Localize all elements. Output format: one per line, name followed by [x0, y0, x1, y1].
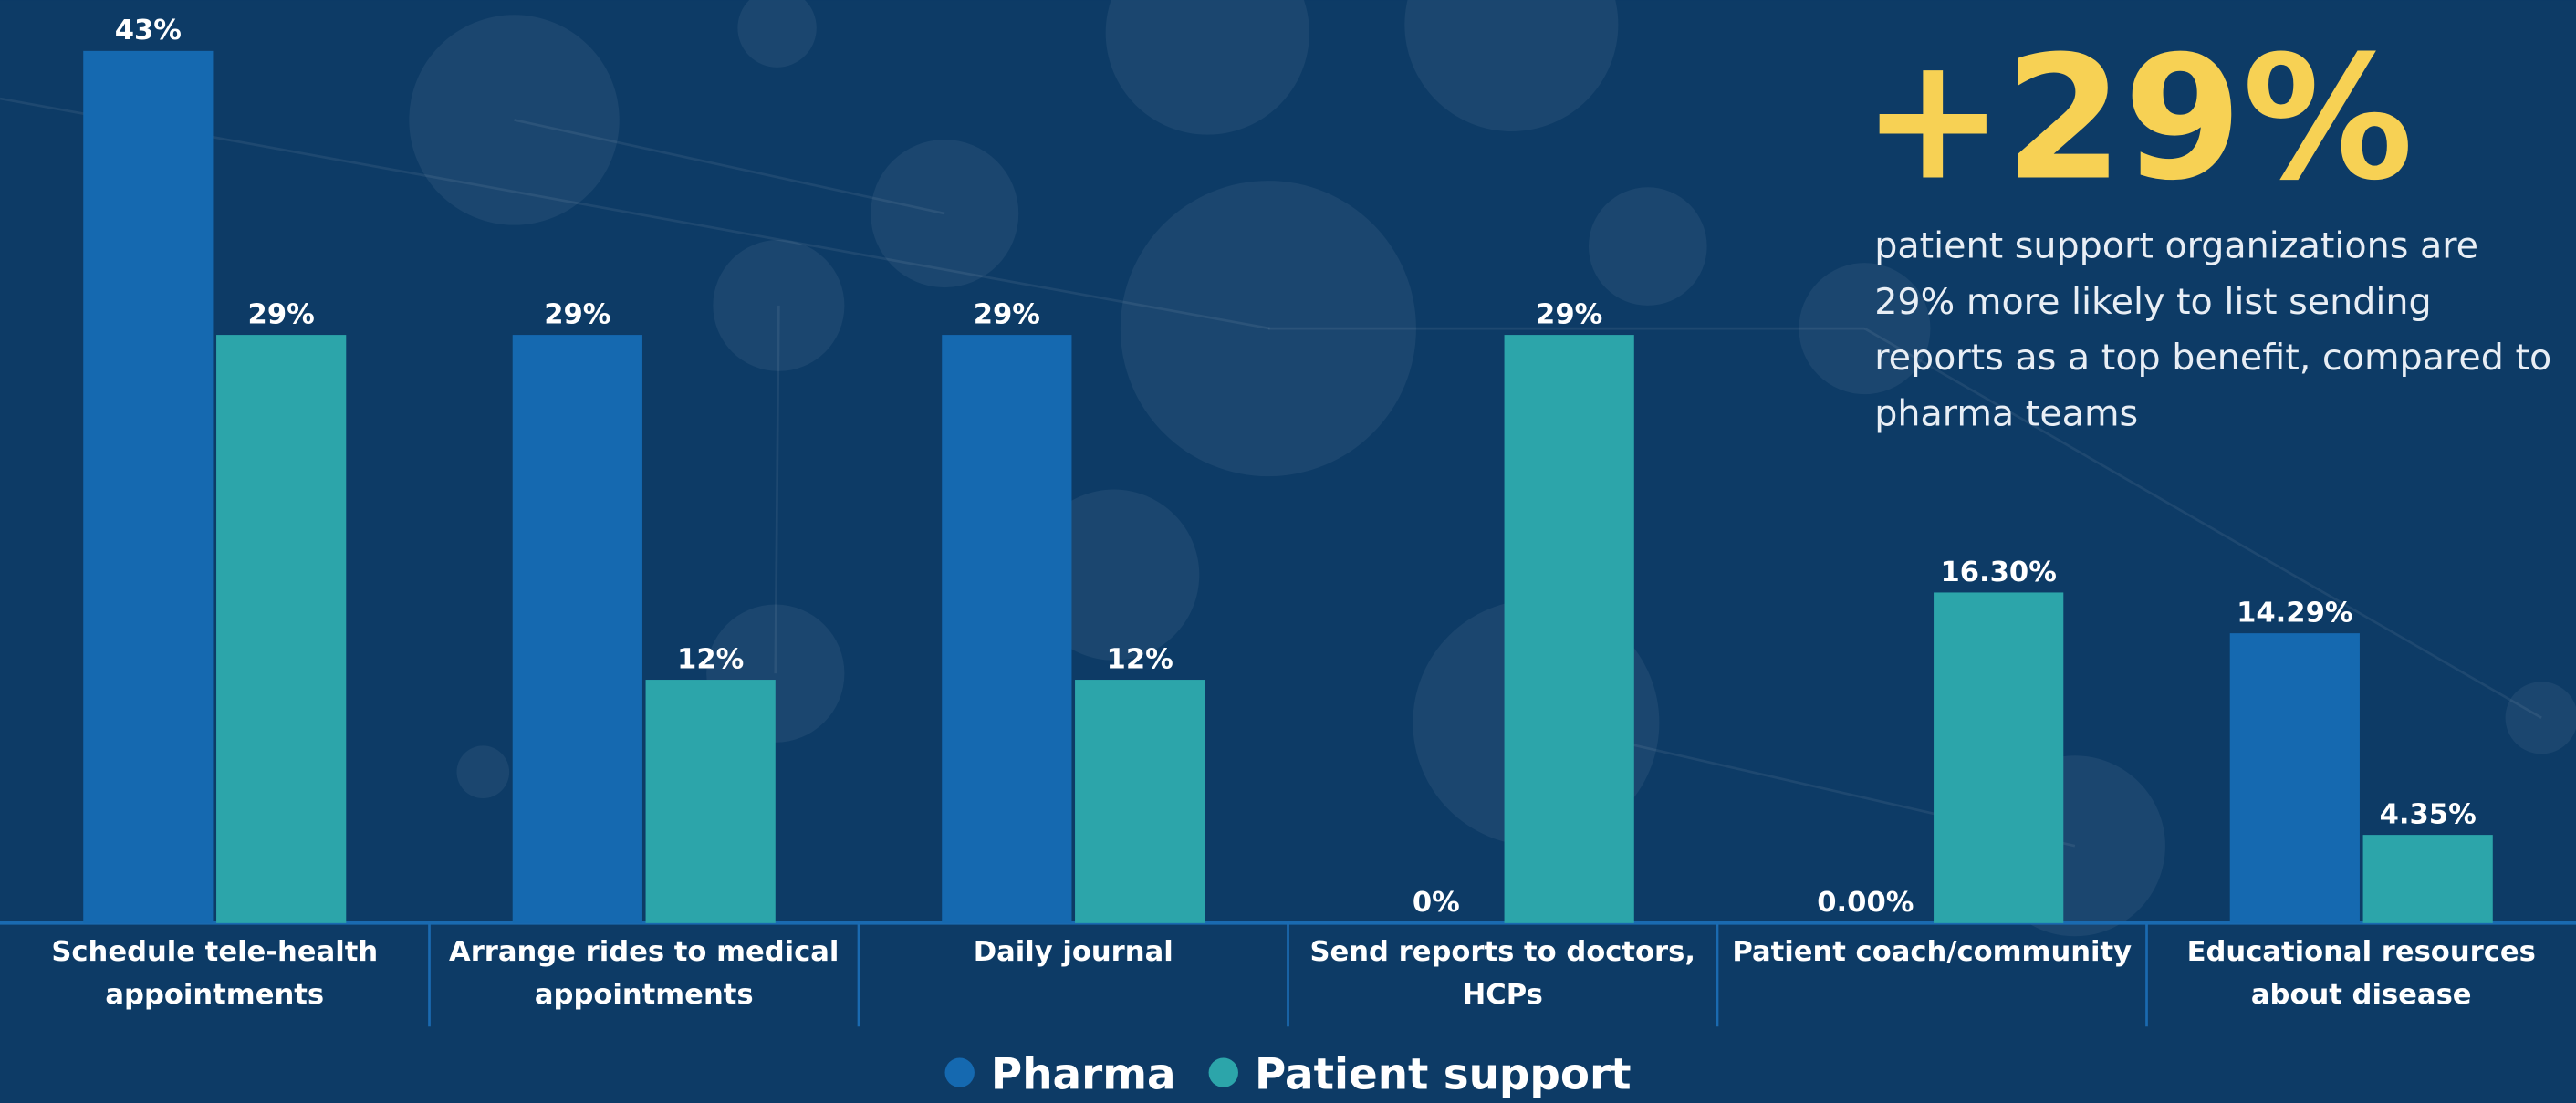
value-label: 12%	[677, 643, 744, 675]
bar	[1075, 680, 1205, 923]
legend-swatch	[944, 1057, 975, 1087]
legend-swatch	[1208, 1057, 1238, 1087]
x-label-box: Arrange rides to medical appointments	[449, 936, 840, 1013]
value-label: 29%	[974, 298, 1040, 330]
x-tick-label: Educational resources about disease	[2186, 936, 2536, 1013]
bar	[2362, 835, 2493, 923]
headline: +29%	[1862, 19, 2414, 218]
x-label-box: Patient coach/community	[1732, 936, 2133, 970]
value-label: 14.29%	[2237, 598, 2352, 630]
value-label: 0%	[1413, 887, 1460, 919]
bar	[645, 680, 776, 923]
value-label: 0.00%	[1817, 887, 1914, 919]
legend-label: Pharma	[991, 1051, 1176, 1100]
x-tick-label: Schedule tele-health appointments	[51, 936, 379, 1013]
x-tick-label: Patient coach/community	[1732, 936, 2133, 970]
value-label: 4.35%	[2380, 799, 2477, 831]
x-tick-label: Arrange rides to medical appointments	[449, 936, 840, 1013]
x-label-box: Daily journal	[973, 936, 1173, 970]
note: patient support organizations are 29% mo…	[1874, 226, 2552, 436]
legend: Pharma Patient support	[944, 1051, 1632, 1100]
value-label: 16.30%	[1940, 557, 2056, 588]
value-label: 12%	[1107, 643, 1173, 675]
x-label-box: Educational resources about disease	[2186, 936, 2536, 1013]
value-label: 29%	[1536, 298, 1602, 330]
x-label-box: Send reports to doctors, HCPs	[1309, 936, 1696, 1013]
bar	[83, 50, 214, 923]
value-label: 29%	[248, 298, 315, 330]
bar	[1504, 335, 1634, 923]
value-label: 43%	[115, 15, 182, 47]
bar	[512, 335, 642, 923]
bar	[1934, 592, 2064, 923]
legend-label: Patient support	[1255, 1051, 1632, 1100]
bar	[2229, 633, 2360, 923]
value-label: 29%	[544, 298, 610, 330]
note-box: patient support organizations are 29% mo…	[1874, 226, 2552, 436]
x-tick-label: Daily journal	[973, 936, 1173, 970]
bar	[216, 335, 347, 923]
x-label-box: Schedule tele-health appointments	[51, 936, 379, 1013]
x-tick-label: Send reports to doctors, HCPs	[1309, 936, 1696, 1013]
bar	[942, 335, 1072, 923]
